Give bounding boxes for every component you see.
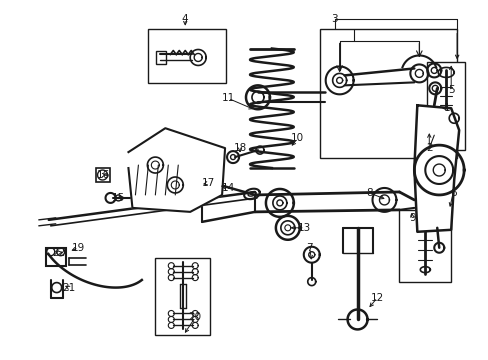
Bar bbox=[399, 210, 450, 282]
Text: 21: 21 bbox=[62, 283, 75, 293]
Bar bbox=[319, 28, 456, 158]
Text: 9: 9 bbox=[408, 213, 415, 223]
Bar bbox=[427, 62, 464, 150]
Text: 5: 5 bbox=[447, 85, 453, 95]
Polygon shape bbox=[413, 105, 458, 232]
Text: 12: 12 bbox=[370, 293, 384, 302]
Text: 7: 7 bbox=[306, 243, 312, 253]
Text: 14: 14 bbox=[221, 183, 234, 193]
Text: 20: 20 bbox=[188, 312, 202, 323]
Text: 17: 17 bbox=[201, 178, 214, 188]
Text: 4: 4 bbox=[182, 14, 188, 24]
Text: 3: 3 bbox=[331, 14, 337, 24]
Polygon shape bbox=[128, 128, 224, 212]
Bar bbox=[148, 28, 225, 84]
Text: 8: 8 bbox=[366, 188, 372, 198]
Text: 1: 1 bbox=[443, 103, 449, 113]
Text: 11: 11 bbox=[221, 93, 234, 103]
Text: 18: 18 bbox=[233, 143, 246, 153]
Bar bbox=[155, 258, 210, 336]
Text: 22: 22 bbox=[52, 248, 65, 258]
Text: 16: 16 bbox=[97, 170, 110, 180]
Text: 6: 6 bbox=[449, 188, 456, 198]
Bar bbox=[95, 168, 109, 182]
Bar bbox=[46, 248, 65, 266]
Text: 15: 15 bbox=[112, 193, 125, 203]
Text: 10: 10 bbox=[291, 133, 304, 143]
Text: 2: 2 bbox=[425, 143, 432, 153]
Bar bbox=[156, 50, 166, 64]
Text: 13: 13 bbox=[298, 223, 311, 233]
Text: 19: 19 bbox=[72, 243, 85, 253]
